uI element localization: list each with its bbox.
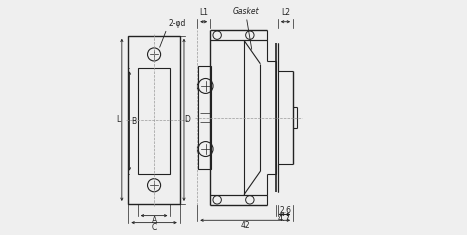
Bar — [138, 68, 170, 174]
Text: L: L — [117, 115, 121, 124]
Text: Gasket: Gasket — [233, 7, 260, 16]
Text: 4.7: 4.7 — [278, 214, 291, 223]
Text: 2-φd: 2-φd — [168, 19, 185, 27]
Text: 2.6: 2.6 — [279, 206, 291, 215]
Text: A: A — [151, 216, 157, 225]
Bar — [128, 36, 180, 204]
Text: B: B — [131, 117, 136, 125]
Text: L1: L1 — [199, 8, 208, 17]
Text: D: D — [184, 115, 190, 124]
Bar — [198, 66, 211, 169]
Text: 42: 42 — [241, 221, 250, 230]
Text: L2: L2 — [281, 8, 290, 17]
Text: C: C — [151, 223, 157, 232]
